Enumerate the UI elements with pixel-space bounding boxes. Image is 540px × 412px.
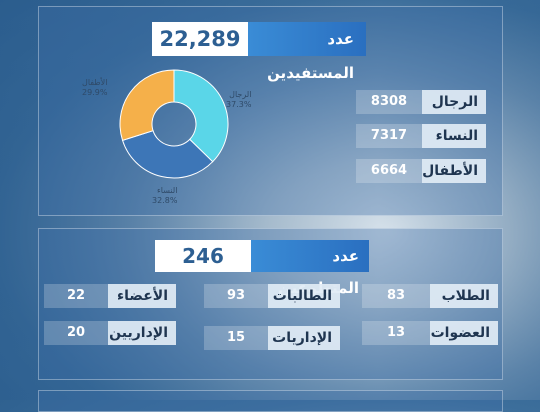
stat-value: 13	[362, 321, 430, 345]
stat-label: الرجال	[422, 90, 486, 114]
legend-women: النساء 32.8%	[152, 186, 177, 206]
legend-women-pct: 32.8%	[152, 196, 178, 205]
stat-row-female-members: 13 العضوات	[362, 321, 498, 345]
bottom-panel	[38, 390, 503, 412]
stat-label: الإداريات	[268, 326, 340, 350]
volunteers-total: 246	[155, 240, 251, 272]
beneficiaries-total-pill: 22,289 عدد المستفيدين	[152, 22, 366, 82]
stat-value: 7317	[356, 124, 422, 148]
legend-children: الأطفال 29.9%	[82, 78, 107, 98]
stat-row-male-members: 22 الأعضاء	[44, 284, 176, 308]
stat-label: الأطفال	[422, 159, 486, 183]
beneficiaries-donut-chart	[119, 69, 229, 179]
beneficiaries-total: 22,289	[152, 22, 248, 56]
legend-women-label: النساء	[157, 186, 178, 195]
stat-label: الأعضاء	[108, 284, 176, 308]
stat-value: 20	[44, 321, 108, 345]
donut-slice-women	[121, 130, 214, 179]
stat-label: العضوات	[430, 321, 498, 345]
stat-label: النساء	[422, 124, 486, 148]
beneficiaries-title: عدد المستفيدين	[248, 22, 366, 82]
donut-slice-children	[119, 69, 175, 141]
volunteers-total-pill: 246 عدد المتطوعين	[155, 240, 369, 297]
stat-label: الطالبات	[268, 284, 340, 308]
stat-value: 93	[204, 284, 268, 308]
stat-value: 6664	[356, 159, 422, 183]
legend-men: الرجال 37.3%	[226, 90, 251, 110]
stat-label: الإداريين	[108, 321, 176, 345]
legend-children-pct: 29.9%	[82, 88, 108, 97]
stat-value: 22	[44, 284, 108, 308]
donut-slice-men	[173, 69, 229, 163]
volunteers-title: عدد المتطوعين	[251, 240, 369, 297]
stat-row-female-admins: 15 الإداريات	[204, 326, 340, 350]
legend-men-pct: 37.3%	[226, 100, 252, 109]
stat-row-children: 6664 الأطفال	[356, 159, 486, 183]
stat-value: 83	[362, 284, 430, 308]
stat-value: 8308	[356, 90, 422, 114]
stat-row-male-admins: 20 الإداريين	[44, 321, 176, 345]
stat-row-male-students: 83 الطلاب	[362, 284, 498, 308]
stat-row-female-students: 93 الطالبات	[204, 284, 340, 308]
stat-value: 15	[204, 326, 268, 350]
legend-men-label: الرجال	[229, 90, 252, 99]
stat-row-women: 7317 النساء	[356, 124, 486, 148]
stat-row-men: 8308 الرجال	[356, 90, 486, 114]
stat-label: الطلاب	[430, 284, 498, 308]
legend-children-label: الأطفال	[82, 78, 108, 87]
